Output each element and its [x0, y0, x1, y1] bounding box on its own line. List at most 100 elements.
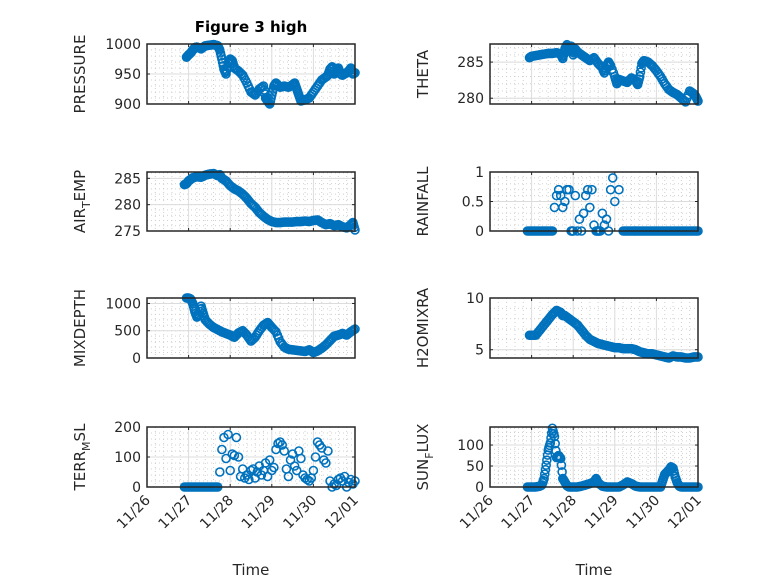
y-tick-label: 100 — [114, 450, 141, 466]
data-point — [570, 190, 581, 201]
y-tick-label: 285 — [114, 171, 141, 187]
data-point — [246, 465, 256, 476]
data-point — [289, 461, 300, 471]
y-axis-label: MIXDEPTH — [71, 289, 89, 367]
y-tick-label: 10 — [466, 291, 484, 307]
data-point — [269, 325, 280, 336]
data-point — [539, 469, 550, 479]
data-point — [244, 474, 254, 485]
data-point — [549, 431, 560, 442]
subplot-1: 280 285 THETA — [414, 39, 703, 107]
data-point — [582, 184, 593, 195]
y-tick-label: 950 — [114, 67, 141, 83]
data-point — [233, 452, 244, 462]
data-point — [585, 202, 595, 213]
y-axis-label: RAINFALL — [414, 166, 432, 237]
subplot-3: 0 0.5 1 RAINFALL — [414, 165, 703, 240]
y-tick-label: 280 — [457, 91, 484, 107]
y-tick-label: 5 — [475, 343, 484, 359]
y-tick-label: 0 — [475, 224, 484, 240]
subplot-2: 275 280 285 AIRTEMP — [71, 168, 360, 240]
data-point — [273, 438, 283, 449]
data-point — [607, 173, 618, 183]
data-point — [223, 429, 233, 440]
data-point — [540, 464, 551, 475]
data-point — [310, 452, 321, 462]
axes-box — [489, 426, 699, 488]
data-point — [215, 467, 225, 477]
axes-background — [490, 298, 698, 358]
y-tick-label: 1000 — [105, 296, 141, 312]
y-tick-label: 0.5 — [462, 195, 484, 211]
data-point — [551, 190, 562, 201]
data-point — [269, 462, 279, 473]
figure-title: Figure 3 high — [195, 18, 308, 36]
data-point — [578, 208, 589, 219]
y-tick-label: 0 — [132, 480, 141, 496]
x-axis-label: Time — [575, 561, 613, 579]
axes-box — [146, 43, 356, 105]
y-tick-label: 1000 — [105, 37, 141, 53]
y-axis-label: THETA — [414, 49, 432, 99]
data-point — [550, 438, 560, 449]
x-axis-label: Time — [232, 561, 270, 579]
y-axis-label: TERRMSL — [71, 423, 93, 492]
data-point — [229, 450, 240, 461]
data-point — [308, 465, 319, 476]
axes-box — [146, 297, 356, 359]
data-point — [539, 473, 549, 484]
y-axis-label: PRESSURE — [71, 35, 89, 114]
data-point — [601, 214, 612, 224]
data-point — [264, 455, 275, 465]
data-point — [221, 453, 231, 464]
y-tick-label: 280 — [114, 198, 141, 214]
data-point — [542, 455, 552, 465]
y-tick-label: 200 — [114, 420, 141, 436]
y-tick-label: 50 — [466, 459, 484, 475]
data-point — [217, 444, 227, 455]
data-point — [634, 71, 645, 82]
subplot-4: 0 500 1000 MIXDEPTH — [71, 289, 360, 367]
data-point — [302, 474, 312, 485]
data-point — [283, 471, 294, 482]
axes-box — [489, 43, 699, 105]
data-point — [541, 460, 551, 470]
data-point — [557, 202, 568, 213]
axes-box — [489, 171, 699, 232]
data-point — [560, 196, 570, 207]
y-tick-label: 1 — [475, 165, 484, 181]
data-point — [291, 465, 302, 476]
data-point — [556, 460, 567, 470]
y-tick-label: 285 — [457, 55, 484, 71]
data-point — [609, 196, 620, 207]
axes-box — [146, 171, 356, 232]
data-point — [580, 190, 591, 201]
data-point — [296, 453, 306, 464]
subplot-5: 5 10 H2OMIXRA — [414, 287, 703, 368]
data-point — [331, 480, 342, 491]
data-point — [564, 184, 574, 195]
subplot-0: 900 950 1000 PRESSURE — [71, 35, 360, 114]
y-axis-label: H2OMIXRA — [414, 287, 432, 368]
y-axis-label: SUNFLUX — [414, 424, 436, 491]
axes-box — [489, 297, 699, 359]
y-tick-label: 500 — [114, 324, 141, 340]
data-point — [256, 470, 267, 480]
data-point — [231, 432, 242, 443]
y-axis-label: AIRTEMP — [71, 170, 93, 233]
data-point — [277, 440, 288, 450]
data-point — [635, 67, 646, 77]
y-tick-label: 275 — [114, 224, 141, 240]
data-point — [555, 453, 566, 464]
y-tick-label: 0 — [475, 480, 484, 496]
data-point — [321, 458, 331, 468]
data-point — [279, 446, 290, 456]
data-point — [225, 465, 235, 476]
y-tick-label: 900 — [114, 97, 141, 113]
y-tick-label: 100 — [457, 438, 484, 454]
data-point — [587, 184, 597, 195]
data-point — [614, 184, 624, 195]
y-tick-label: 0 — [132, 351, 141, 367]
